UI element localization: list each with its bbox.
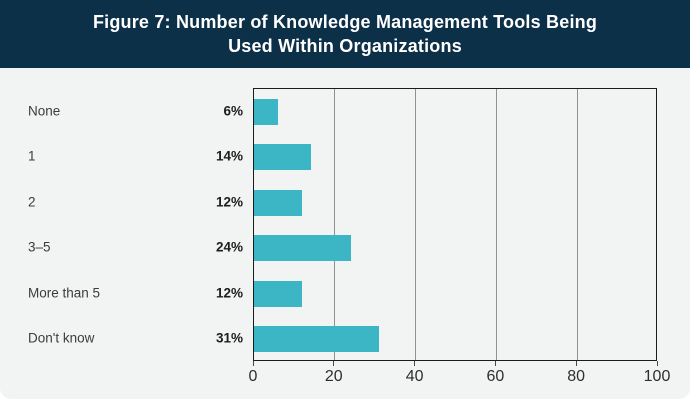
x-tick-label-80: 80 [567, 368, 586, 385]
figure-title: Figure 7: Number of Knowledge Management… [93, 10, 597, 58]
gridline-80 [576, 89, 578, 360]
x-tick-label-20: 20 [324, 368, 343, 385]
bar-5 [254, 326, 380, 353]
value-label-2: 12% [215, 194, 243, 210]
x-tick-80 [575, 361, 577, 366]
bar-0 [254, 98, 279, 125]
x-tick-label-60: 60 [486, 368, 505, 385]
category-label-3: 3–5 [28, 239, 51, 255]
value-label-4: 12% [215, 285, 243, 301]
bar-1 [254, 144, 311, 171]
category-label-2: 2 [28, 194, 36, 210]
bar-3 [254, 235, 351, 262]
gridline-20 [334, 89, 336, 360]
value-label-5: 31% [215, 330, 243, 346]
figure-title-line1: Figure 7: Number of Knowledge Management… [92, 12, 598, 32]
bar-2 [254, 189, 303, 216]
value-label-1: 14% [215, 148, 243, 164]
value-label-3: 24% [215, 239, 243, 255]
category-label-5: Don't know [28, 330, 95, 346]
chart-body: None 6% 1 14% 2 12% 3–5 24% More than 5 12% Don't … [0, 68, 690, 399]
x-tick-60 [494, 361, 496, 366]
gridline-40 [415, 89, 417, 360]
category-label-0: None [28, 103, 61, 119]
x-tick-40 [414, 361, 416, 366]
plot-area [253, 88, 657, 361]
category-label-4: More than 5 [28, 285, 101, 301]
category-label-1: 1 [28, 148, 36, 164]
x-tick-20 [333, 361, 335, 366]
figure-title-line2: Used Within Organizations [228, 36, 462, 56]
x-tick-label-0: 0 [248, 368, 258, 385]
gridline-60 [495, 89, 497, 360]
x-tick-100 [656, 361, 658, 366]
x-tick-label-100: 100 [643, 368, 671, 385]
bar-4 [254, 280, 303, 307]
figure-title-bar: Figure 7: Number of Knowledge Management… [0, 0, 690, 68]
x-tick-0 [252, 361, 254, 366]
value-label-0: 6% [223, 103, 243, 119]
x-tick-label-40: 40 [405, 368, 424, 385]
